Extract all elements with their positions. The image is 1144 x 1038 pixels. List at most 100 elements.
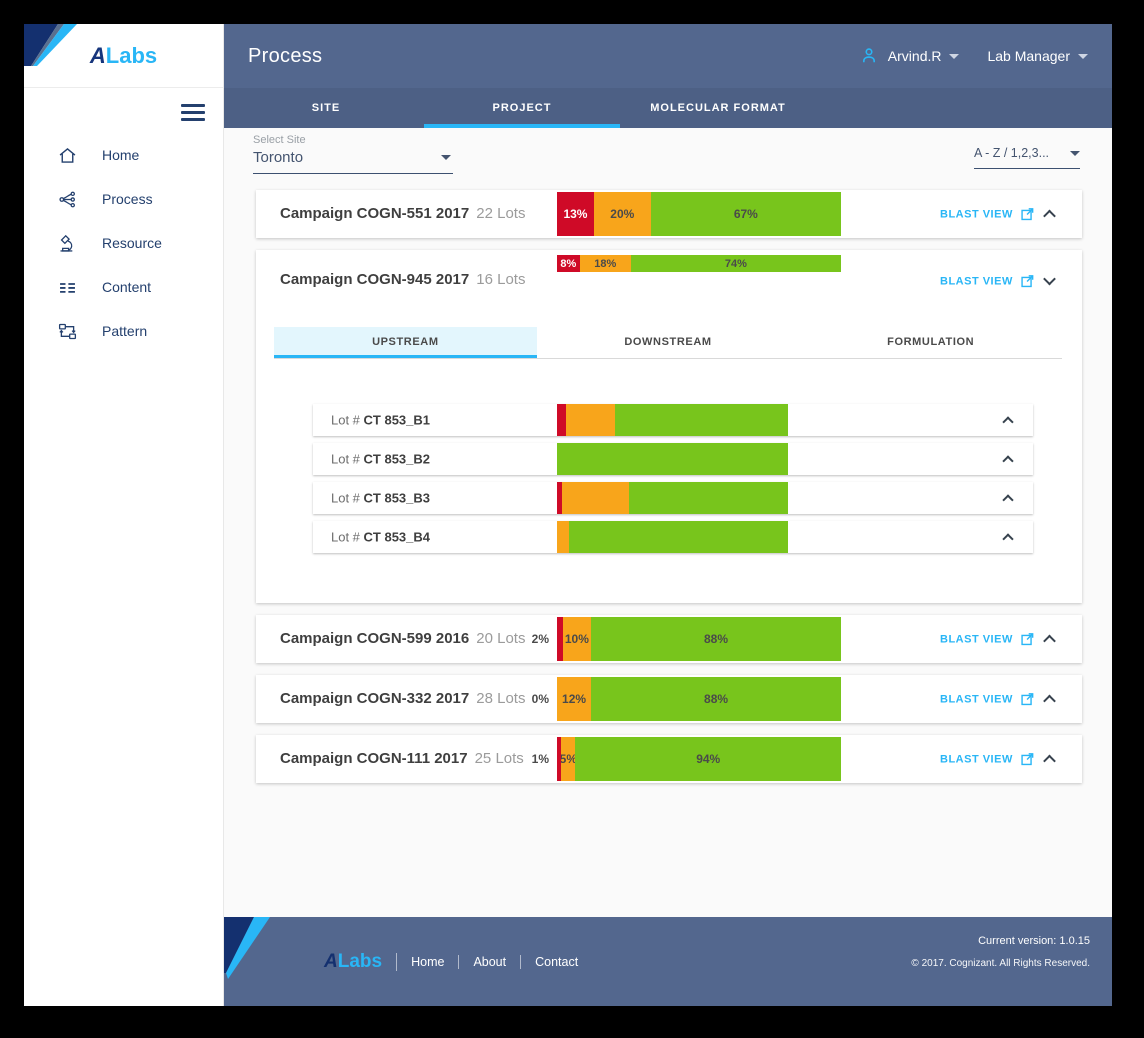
lot-id: CT 853_B4 [363,529,431,545]
site-select-label: Select Site [253,134,306,146]
sidebar-item-label: Process [102,191,153,207]
bar-segment-red [557,482,562,514]
chevron-up-icon [1002,416,1014,428]
divider [396,952,398,971]
campaign-title: Campaign COGN-111 2017 25 Lots [280,750,524,768]
footer: ALabs Home About Contact Current version… [224,917,1112,1006]
sidebar-item-home[interactable]: Home [24,133,223,177]
hamburger-icon[interactable] [181,104,205,121]
lot-label: Lot # CT 853_B3 [331,490,431,506]
tab-project[interactable]: PROJECT [424,88,620,128]
segment-percent-label: 74% [724,257,747,270]
sidebar-item-pattern[interactable]: Pattern [24,309,223,353]
lot-progress-bar [557,521,788,553]
blast-view-link[interactable]: BLAST VIEW [940,692,1035,707]
user-role-menu[interactable]: Lab Manager [987,48,1070,64]
open-in-new-icon [1021,633,1034,646]
sidebar-item-process[interactable]: Process [24,177,223,221]
expand-chevron-button[interactable] [1036,693,1062,708]
campaign-title: Campaign COGN-599 2016 20 Lots [280,630,525,648]
footer-link-about[interactable]: About [473,954,507,969]
app-logo: ALabs [90,43,157,69]
segment-percent-label: 18% [594,257,617,270]
sidebar-item-label: Resource [102,235,162,251]
footer-left: ALabs Home About Contact [324,951,578,973]
bar-segment-green: 67% [650,192,841,236]
bar-segment-amber: 12% [557,677,592,721]
open-in-new-icon [1021,208,1034,221]
chevron-up-icon [1042,754,1056,768]
segment-percent-label: 12% [562,692,587,706]
chevron-down-icon[interactable] [1078,53,1088,59]
tab-downstream[interactable]: DOWNSTREAM [624,336,712,348]
pattern-icon [56,320,78,342]
sidebar-item-resource[interactable]: Resource [24,221,223,265]
segment-percent-label: 13% [563,207,588,221]
header-tabs: SITE PROJECT MOLECULAR FORMAT [224,88,1112,128]
tab-site[interactable]: SITE [311,102,341,114]
bar-segment-amber: 18% [579,255,631,272]
sort-dropdown[interactable]: A - Z / 1,2,3... [974,146,1080,169]
resource-icon [56,232,78,254]
campaign-title: Campaign COGN-945 2017 16 Lots [280,271,525,289]
chevron-up-icon [1002,533,1014,545]
footer-link-contact[interactable]: Contact [535,954,579,969]
bar-segment-green [568,521,788,553]
campaign-progress-bar: 13% 20% 67% [557,192,841,236]
logo-prefix: A [89,42,106,68]
expand-chevron-button[interactable] [1036,208,1062,223]
page-title: Process [248,44,323,67]
header-bar: Process Arvind.R Lab Manager [224,24,1112,88]
campaign-progress-bar: 10% 88% [557,617,841,661]
bar-segment-green: 94% [575,737,841,781]
campaign-header: 8% 18% 74% Campaign COGN-945 2017 16 Lots B… [256,250,1082,302]
logo-prefix: A [324,950,338,972]
user-icon [859,46,879,66]
open-in-new-icon [1021,275,1034,288]
tab-formulation[interactable]: FORMULATION [887,336,975,348]
lot-id: CT 853_B1 [363,412,431,428]
tab-molecular-format[interactable]: MOLECULAR FORMAT [650,102,786,114]
campaign-progress-bar: 12% 88% [557,677,841,721]
collapse-chevron-button[interactable] [995,492,1021,506]
lot-row: Lot # CT 853_B2 [313,443,1033,475]
lot-label: Lot # CT 853_B1 [331,412,431,428]
bar-segment-red [557,404,567,436]
footer-ribbon-decoration [224,917,270,979]
bar-segment-red: 13% [557,192,594,236]
blast-view-link[interactable]: BLAST VIEW [940,274,1035,289]
blast-view-link[interactable]: BLAST VIEW [940,632,1035,647]
bar-segment-amber [557,521,569,553]
main-area: Process Arvind.R Lab Manager SITE PROJEC… [224,24,1112,1006]
expand-chevron-button[interactable] [1036,633,1062,648]
campaign-lot-count: 22 Lots [476,205,526,222]
stage-tabs: UPSTREAM DOWNSTREAM FORMULATION [274,327,1062,359]
campaign-title: Campaign COGN-551 2017 22 Lots [280,205,525,223]
tab-upstream[interactable]: UPSTREAM [274,327,537,358]
collapse-chevron-button[interactable] [995,414,1021,428]
collapse-chevron-button[interactable] [1036,272,1062,288]
site-select-dropdown[interactable]: Select Site Toronto [253,134,453,174]
chevron-down-icon[interactable] [949,53,960,59]
footer-link-home[interactable]: Home [411,954,445,969]
sidebar-item-content[interactable]: Content [24,265,223,309]
campaign-lot-count: 25 Lots [474,750,524,767]
outside-percent-label: 1% [531,752,549,766]
campaign-row: Campaign COGN-111 2017 25 Lots 1% 5% 94% B… [256,735,1082,783]
app-window: ALabs Home Process [24,24,1112,1006]
campaign-title: Campaign COGN-332 2017 28 Lots [280,690,525,708]
user-name-menu[interactable]: Arvind.R [887,48,942,64]
version-text: Current version: 1.0.15 [978,935,1090,947]
bar-segment-green [557,443,788,475]
collapse-chevron-button[interactable] [995,531,1021,545]
sidebar: ALabs Home Process [24,24,224,1006]
segment-percent-label: 10% [564,632,589,646]
collapse-chevron-button[interactable] [995,453,1021,467]
blast-view-link[interactable]: BLAST VIEW [940,207,1035,222]
sidebar-nav: Home Process Resource [24,133,223,353]
bar-segment-green: 88% [591,617,841,661]
lot-row: Lot # CT 853_B3 [313,482,1033,514]
expand-chevron-button[interactable] [1036,753,1062,768]
blast-view-link[interactable]: BLAST VIEW [940,752,1035,767]
segment-percent-label: 88% [704,632,729,646]
